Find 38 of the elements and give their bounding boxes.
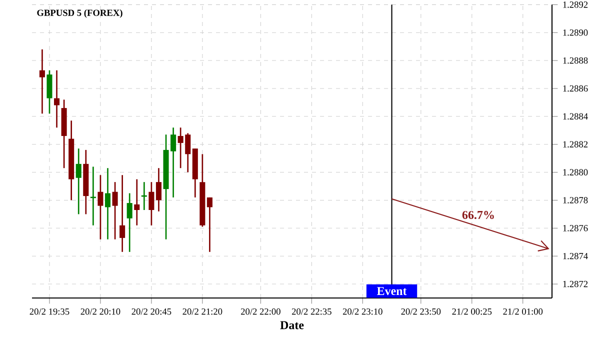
y-tick-label: 1.2876 [563, 224, 588, 232]
y-tick-label: 1.2874 [563, 252, 588, 260]
y-tick-label: 1.2880 [563, 169, 588, 176]
candlestick [54, 70, 60, 128]
candlestick [98, 174, 104, 240]
candlestick [148, 181, 154, 226]
x-tick-label: 20/2 23:10 [342, 308, 382, 315]
candlestick [112, 181, 118, 240]
annotation: 66.7% [462, 210, 494, 220]
y-tick-label: 1.2878 [563, 197, 588, 204]
x-axis-title: Date [280, 321, 304, 330]
candlestick [39, 48, 45, 114]
chart-title: GBPUSD 5 (FOREX) [37, 9, 122, 18]
y-tick-label: 1.2892 [563, 2, 588, 8]
y-tick-label: 1.2884 [563, 113, 588, 120]
candlestick [104, 167, 111, 240]
ref-line-label: Event [376, 287, 407, 296]
y-tick-label: 1.2886 [563, 85, 588, 92]
y-tick-label: 1.2888 [563, 57, 588, 64]
candlestick [120, 174, 126, 253]
y-tick-label: 1.2882 [563, 141, 588, 148]
candlestick [76, 148, 82, 215]
x-tick-label: 20/2 22:00 [241, 308, 280, 315]
x-tick-label: 20/2 23:50 [401, 308, 441, 315]
candlestick [134, 178, 140, 226]
candlestick [156, 167, 162, 212]
x-tick-label: 21/2 00:25 [452, 308, 492, 315]
x-tick-label: 20/2 22:35 [292, 308, 332, 315]
x-tick-label: 20/2 19:35 [30, 308, 70, 315]
candlestick [126, 192, 132, 253]
x-tick-label: 20/2 21:20 [182, 308, 222, 315]
y-tick-label: 1.2872 [563, 280, 588, 288]
candlestick [46, 70, 52, 114]
x-tick-label: 20/2 20:10 [80, 308, 120, 315]
x-tick-label: 20/2 20:45 [132, 308, 172, 315]
y-tick-label: 1.2890 [563, 29, 588, 36]
candlestick [206, 196, 212, 253]
x-tick-label: 21/2 01:00 [503, 308, 543, 315]
